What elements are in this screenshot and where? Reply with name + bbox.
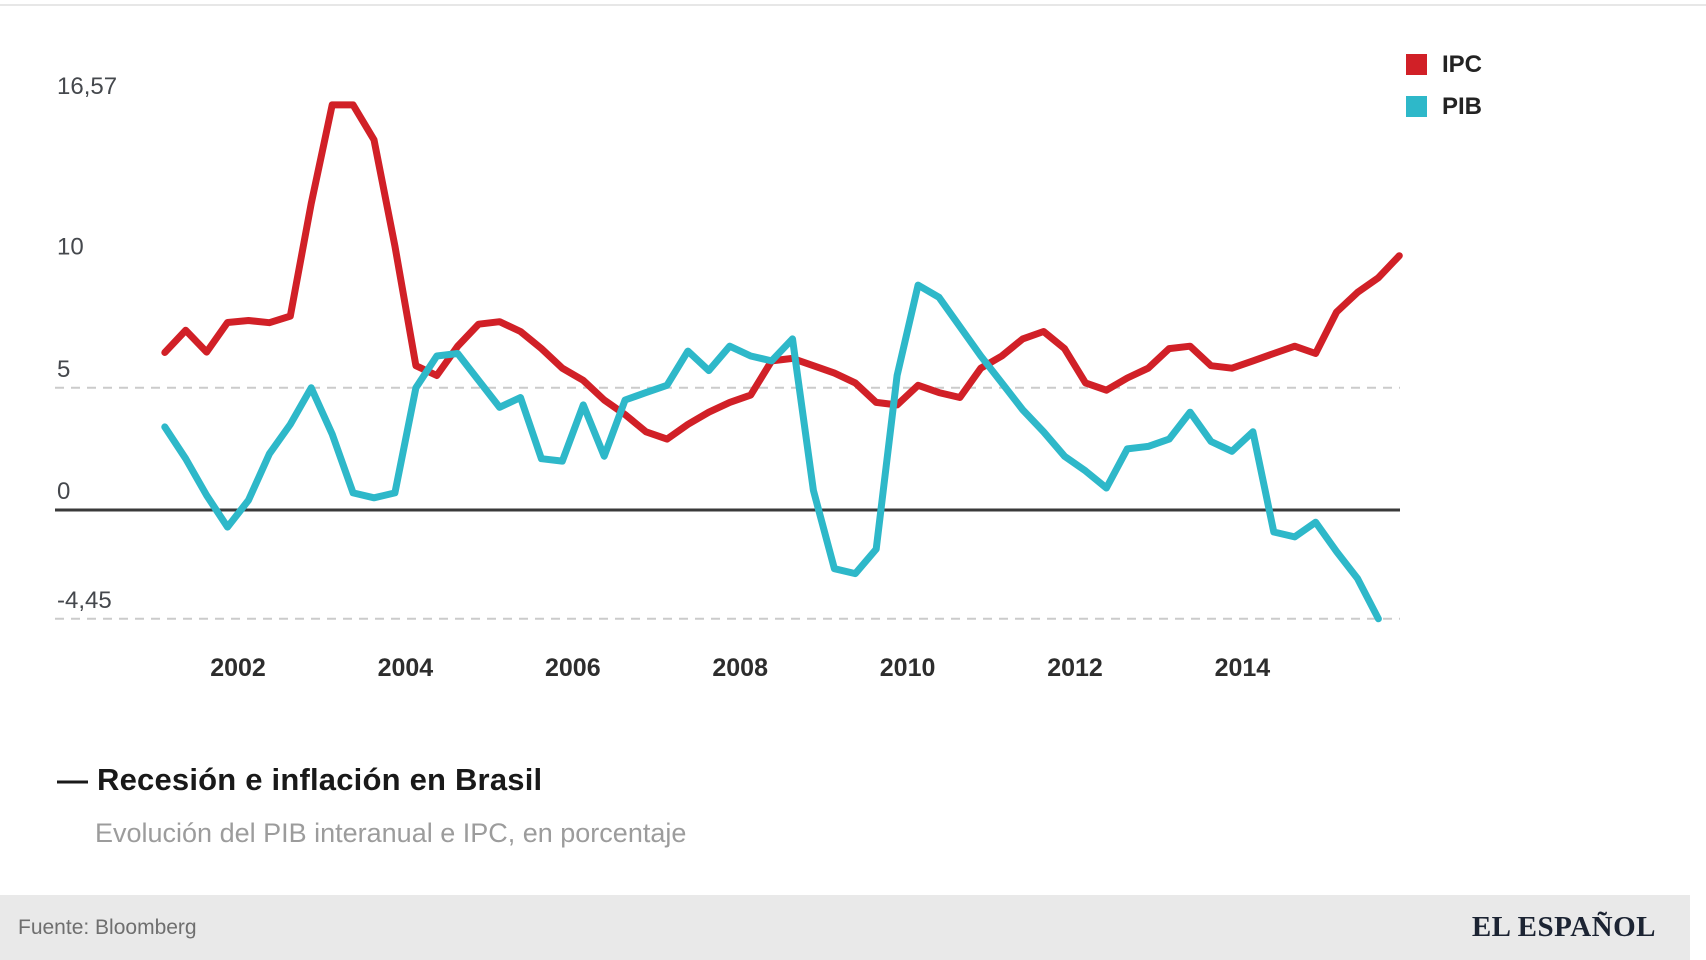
x-axis-label-2002: 2002 — [210, 654, 266, 682]
y-axis-label: 0 — [57, 478, 70, 505]
y-axis-label: -4,45 — [57, 587, 112, 614]
x-axis-label-2008: 2008 — [712, 654, 768, 682]
legend-label-ipc: IPC — [1442, 51, 1482, 78]
x-axis-label-2012: 2012 — [1047, 654, 1103, 682]
legend-label-pib: PIB — [1442, 93, 1482, 120]
y-axis-label: 10 — [57, 234, 84, 261]
ipc-series-line — [161, 101, 1403, 443]
x-axis-label-2006: 2006 — [545, 654, 601, 682]
legend-swatch-pib — [1406, 96, 1427, 117]
line-chart: 16,57 10 5 0 -4,45 2002 2004 2006 2008 2010 2012 20… — [55, 51, 1482, 682]
top-divider — [0, 4, 1706, 6]
pib-series-line — [161, 281, 1382, 623]
brand-logo: EL ESPAÑOL — [1471, 911, 1656, 943]
x-axis-label-2010: 2010 — [880, 654, 936, 682]
chart-subtitle: Evolución del PIB interanual e IPC, en p… — [95, 818, 687, 848]
chart-title: — Recesión e inflación en Brasil — [57, 762, 543, 797]
y-axis-label: 5 — [57, 356, 70, 383]
source-credit: Fuente: Bloomberg — [18, 915, 197, 939]
legend-swatch-ipc — [1406, 54, 1427, 75]
y-axis-label: 16,57 — [57, 73, 117, 100]
x-axis-label-2014: 2014 — [1215, 654, 1271, 682]
x-axis-label-2004: 2004 — [378, 654, 434, 682]
footer-bar: Fuente: Bloomberg EL ESPAÑOL — [0, 895, 1690, 960]
